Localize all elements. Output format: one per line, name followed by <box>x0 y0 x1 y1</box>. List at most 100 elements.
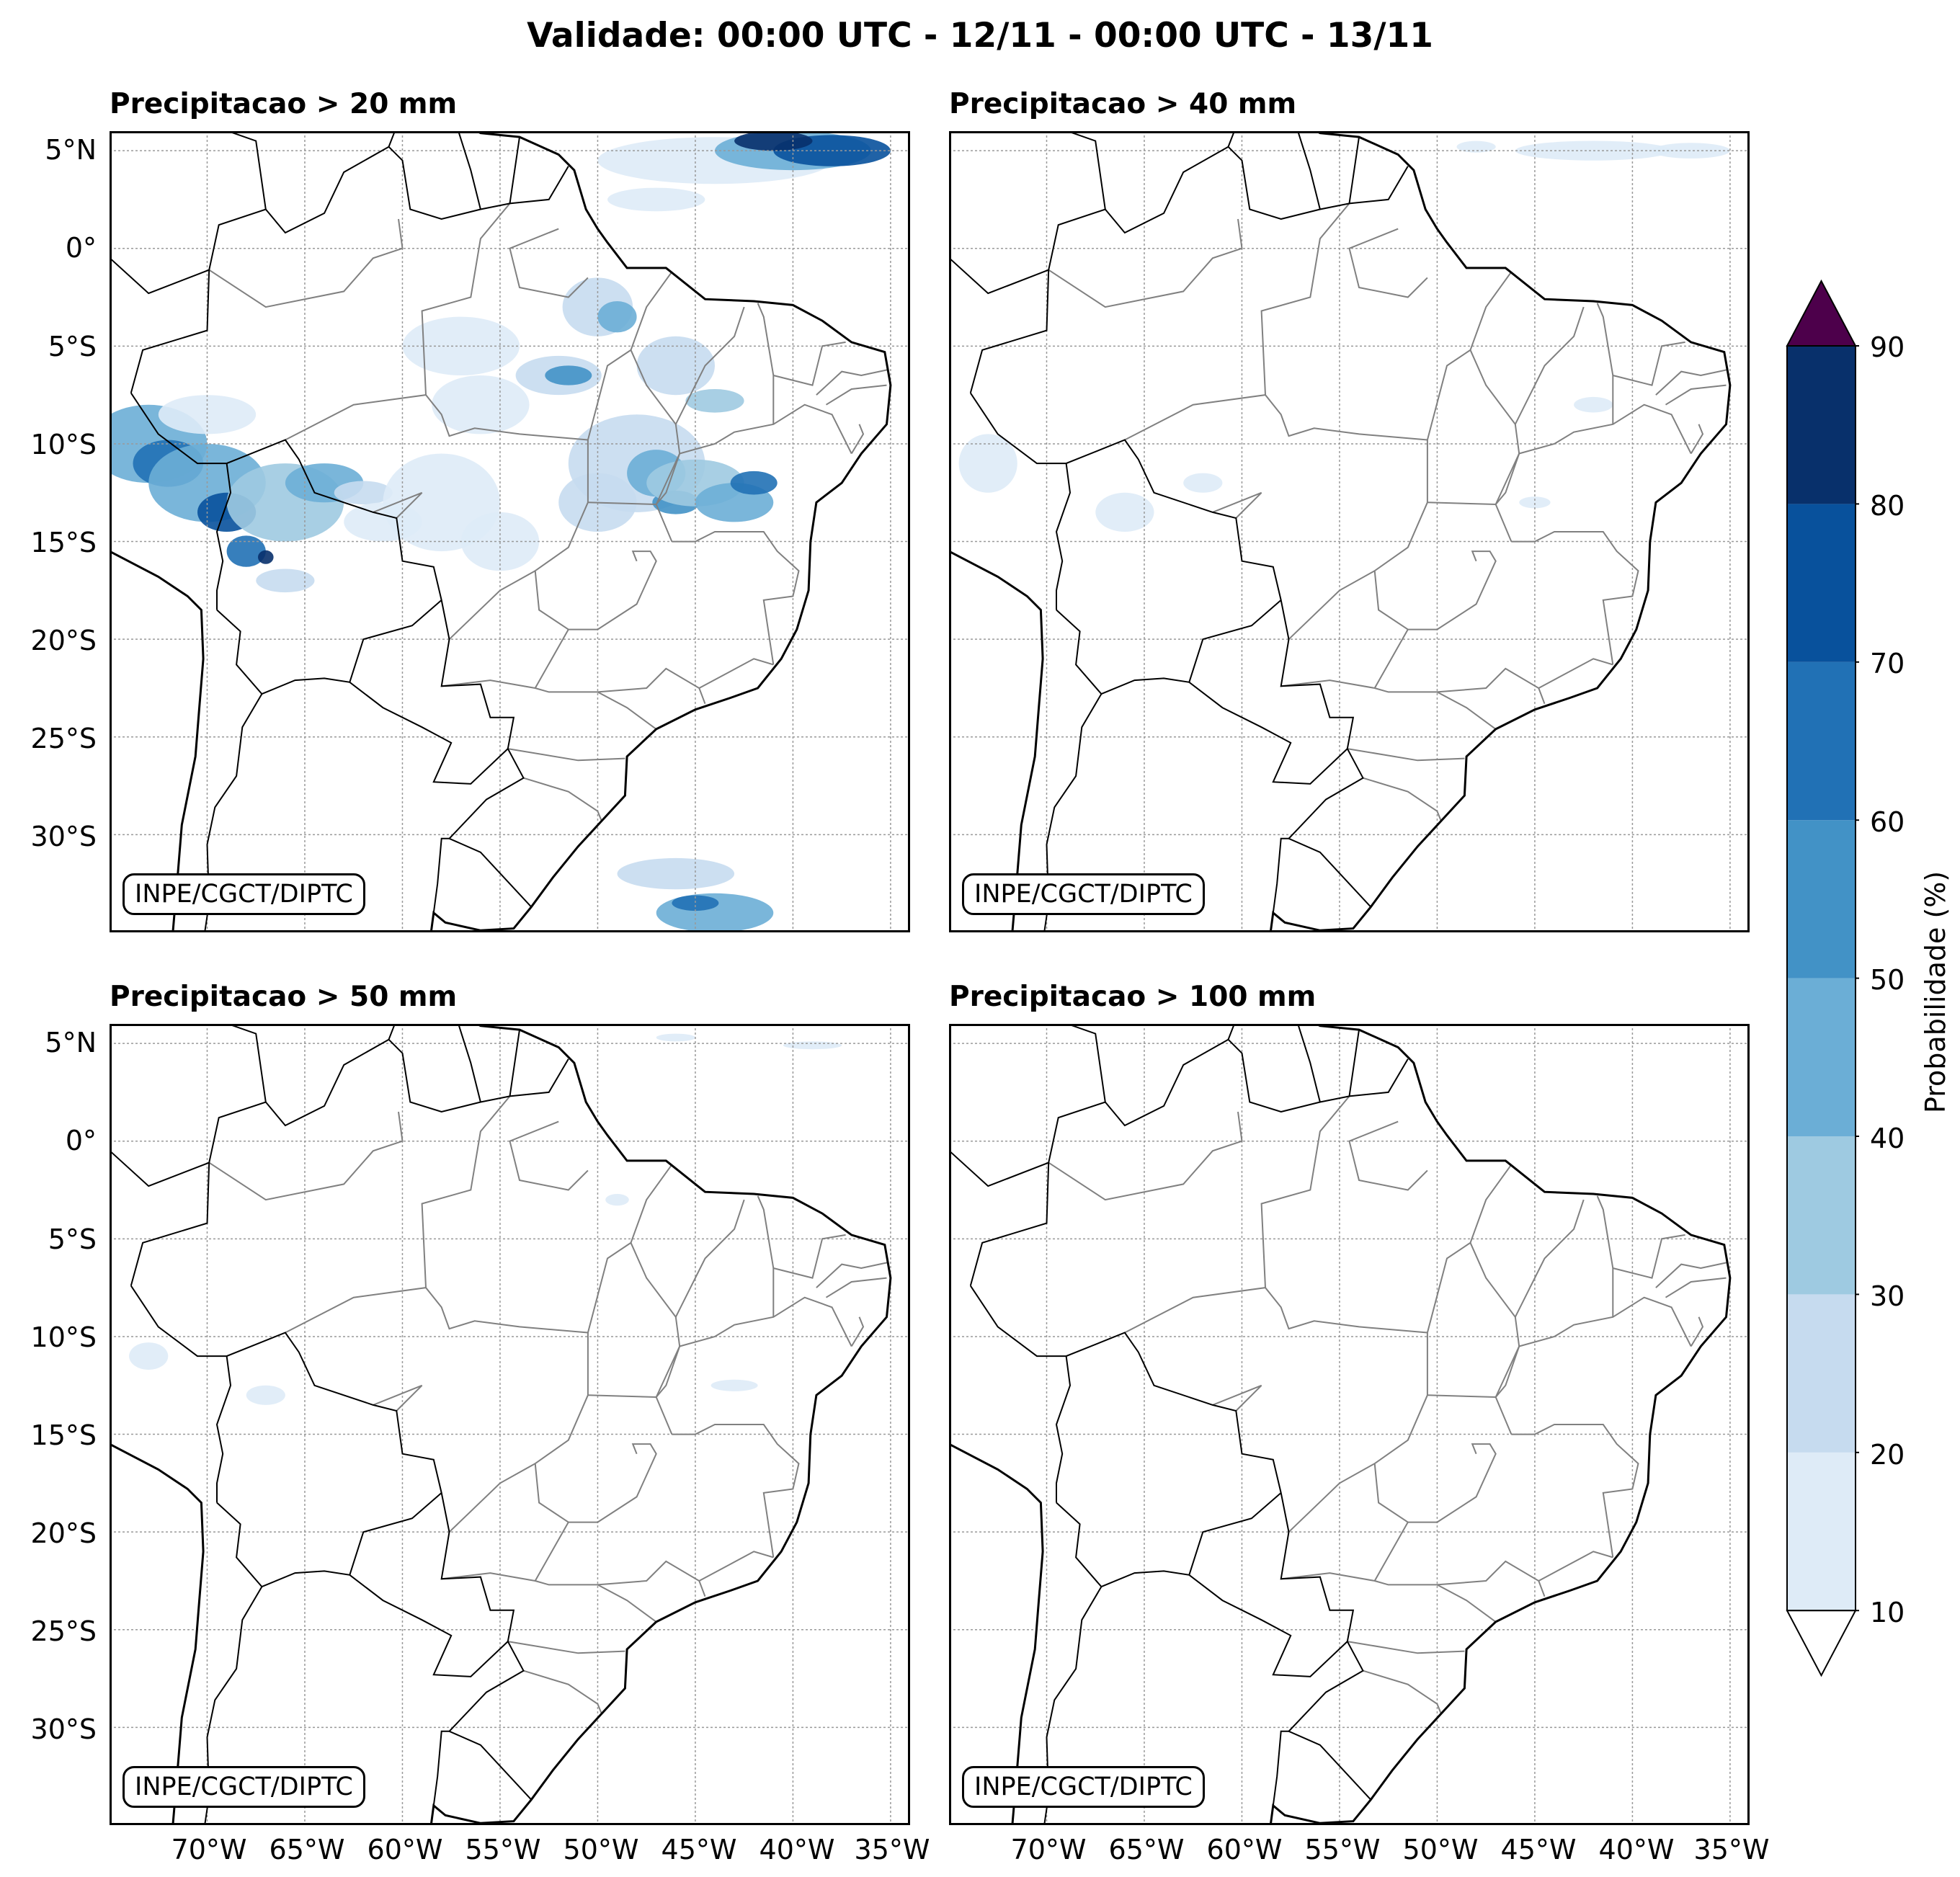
country-border <box>1055 463 1072 610</box>
country-border <box>215 1355 232 1503</box>
country-border <box>388 1024 396 1040</box>
country-border <box>969 1038 1409 1286</box>
country-border <box>969 1285 1372 1801</box>
state-border <box>1469 271 1513 351</box>
precip-area <box>432 375 530 434</box>
map-panel-20mm <box>110 131 910 932</box>
state-border <box>208 1111 404 1201</box>
country-border <box>215 463 232 610</box>
lon-label: 70°W <box>171 1834 247 1865</box>
state-border <box>757 1195 775 1317</box>
state-border <box>421 1095 511 1288</box>
coastline-west <box>949 1442 1044 1825</box>
country-border <box>1188 599 1282 683</box>
state-border <box>1690 1316 1704 1347</box>
state-border <box>816 1261 889 1288</box>
colorbar-tick: 10 <box>1870 1597 1905 1628</box>
state-border <box>1288 1463 1376 1533</box>
precip-area <box>1456 141 1496 153</box>
state-border <box>1373 440 1428 630</box>
country-border <box>349 1492 442 1576</box>
state-border <box>1373 1332 1428 1523</box>
state-border <box>509 228 589 298</box>
precip-area <box>246 1385 285 1405</box>
precip-area <box>958 434 1017 493</box>
state-border <box>421 202 511 396</box>
state-border <box>1212 491 1262 519</box>
credit-box-100mm: INPE/CGCT/DIPTC <box>962 1766 1205 1808</box>
state-border <box>534 440 589 630</box>
state-border <box>672 531 800 665</box>
state-border <box>1437 667 1546 705</box>
lat-label: 10°S <box>30 429 97 460</box>
map-panel-50mm <box>110 1024 910 1825</box>
state-border <box>285 1287 588 1334</box>
country-border <box>262 677 509 785</box>
state-border <box>850 424 865 455</box>
coastline <box>429 131 892 932</box>
country-border <box>1298 1025 1321 1102</box>
credit-box-20mm: INPE/CGCT/DIPTC <box>122 873 365 915</box>
precip-area <box>605 1194 629 1206</box>
lat-label: 25°S <box>30 723 97 754</box>
precip-area <box>685 389 744 413</box>
precip-area <box>1574 396 1613 413</box>
state-border <box>1124 394 1427 441</box>
lon-label: 55°W <box>1304 1834 1381 1865</box>
lat-label: 5°N <box>45 1027 97 1058</box>
lon-label: 60°W <box>1206 1834 1283 1865</box>
state-border <box>373 491 423 519</box>
state-border <box>655 404 852 542</box>
colorbar-segment <box>1787 346 1856 504</box>
lat-label: 30°S <box>30 1713 97 1745</box>
colorbar-extend-over <box>1786 279 1857 347</box>
state-border <box>597 1560 706 1597</box>
coastline-west <box>949 549 1044 932</box>
lon-label: 35°W <box>854 1834 930 1865</box>
state-border <box>698 658 774 689</box>
state-border <box>698 1551 774 1582</box>
map-background <box>110 1024 910 1825</box>
lon-label: 40°W <box>759 1834 835 1865</box>
country-border <box>509 136 520 204</box>
state-border <box>1212 1384 1262 1412</box>
panel-title-50mm: Precipitacao > 50 mm <box>110 981 458 1013</box>
lon-label: 50°W <box>1402 1834 1479 1865</box>
precip-area <box>256 569 315 593</box>
lon-label: 65°W <box>269 1834 345 1865</box>
precip-area <box>636 336 715 396</box>
state-border <box>1288 570 1376 640</box>
state-border <box>1514 306 1585 425</box>
state-border <box>1613 341 1685 386</box>
state-border <box>1124 1287 1427 1334</box>
state-border <box>1596 303 1614 424</box>
state-border <box>507 1641 625 1654</box>
state-border <box>1048 218 1243 308</box>
colorbar-segment <box>1787 978 1856 1136</box>
lon-label: 50°W <box>563 1834 639 1865</box>
country-border <box>1348 1029 1360 1097</box>
map-frame-20mm <box>110 131 910 932</box>
country-border <box>949 1149 1049 1187</box>
state-border <box>448 570 536 640</box>
lon-label: 40°W <box>1598 1834 1675 1865</box>
state-border <box>825 384 887 406</box>
country-border <box>969 146 1409 393</box>
panel-title-40mm: Precipitacao > 40 mm <box>949 88 1297 120</box>
country-border <box>1272 837 1289 914</box>
state-border <box>1494 1296 1692 1435</box>
state-border <box>1690 424 1704 455</box>
country-border <box>1227 1024 1236 1040</box>
country-border <box>1272 1730 1289 1806</box>
lat-label: 10°S <box>30 1321 97 1353</box>
probability-field <box>110 131 891 932</box>
map-panel-40mm <box>949 131 1750 932</box>
state-border <box>1348 1120 1428 1191</box>
state-border <box>1260 202 1350 396</box>
precip-area <box>1095 492 1154 532</box>
lon-label: 35°W <box>1693 1834 1770 1865</box>
lat-label: 5°S <box>48 331 97 362</box>
country-border <box>262 1570 509 1677</box>
lat-label: 20°S <box>30 625 97 656</box>
state-border <box>1347 748 1465 762</box>
